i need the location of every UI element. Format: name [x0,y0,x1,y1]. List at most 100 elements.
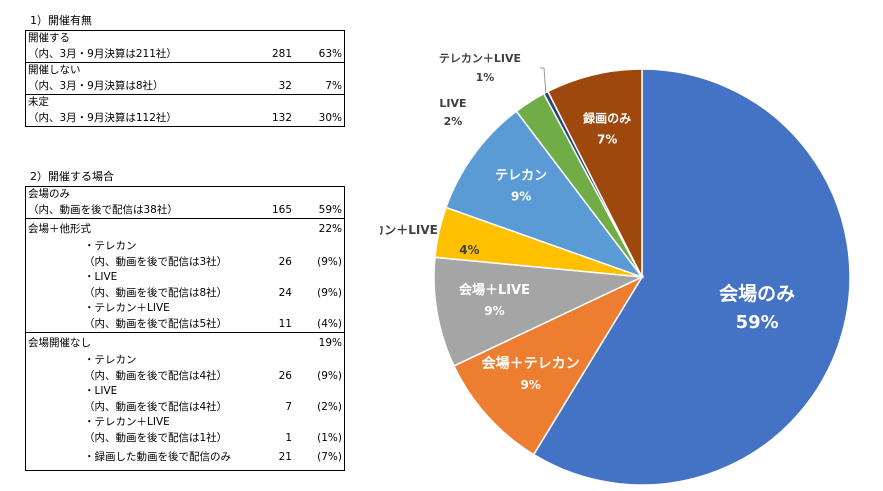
table-group-header: 会場＋他形式 22% [25,218,345,239]
table-subrow-label-count [256,270,294,286]
table-row-label: （内、動画を後で配信は38社） [28,203,178,216]
slice-label: 会場のみ [719,282,795,305]
table-subrow-pct: (7%) [317,451,342,463]
table-subrow-label: ・テレカン [26,239,345,255]
table-subrow-label: ・LIVE [26,270,345,286]
table-subrow-label-label: ・テレカン＋LIVE [84,416,170,428]
table-subrow-label: （内、動画を後で配信は4社） [84,400,228,413]
slice-pct: 4% [459,243,479,257]
table-subrow-label-count [256,301,294,317]
table-subrow-label-label: ・LIVE [84,271,118,283]
slice-label: 会場＋テレカン [482,355,580,372]
table-subrow-label-pct [294,353,345,369]
table-row: （内、3月・9月決算は211社） 281 63% [26,47,345,63]
table-row-label: （内、3月・9月決算は211社） [28,47,177,60]
table-subrow-label: （内、動画を後で配信は8社） [84,286,228,299]
table-subrow: （内、動画を後で配信は8社） 24 (9%) [26,286,345,302]
group-pct: 22% [294,218,345,239]
table-subrow-count: 21 [278,451,292,463]
table-row-header: 未定 [25,94,345,111]
pie-slice [445,110,645,279]
section1-title: 1）開催有無 [30,14,92,27]
table-subrow-label-pct [294,301,345,317]
slice-pct: 1% [476,71,495,84]
table-subrow-label-label: ・LIVE [84,385,118,397]
table-subrow-label-pct [294,415,345,431]
slice-pct: 7% [597,132,617,146]
table-subrow-label: （内、動画を後で配信は3社） [84,255,228,268]
table-subrow-label: ・テレカン [26,353,345,369]
format-table: 会場のみ （内、動画を後で配信は38社） 165 59% 会場＋他形式 22% ・テレカン （… [25,186,345,471]
table-subrow-count: 26 [278,255,292,268]
table-row-count: 32 [278,79,292,92]
slice-label: テレカン [495,169,547,184]
table-row: （内、3月・9月決算は8社） 32 7% [26,79,345,95]
table-subrow-pct: (1%) [317,431,342,444]
table-row-header-pct [294,186,345,203]
table-subrow: （内、動画を後で配信は1社） 1 (1%) [26,431,345,447]
table-subrow-label-pct [294,239,345,255]
table-row-pct: 59% [318,203,342,216]
table-row-pct: 7% [325,79,342,92]
table-subrow-label: ・録画した動画を後で配信のみ [84,451,231,463]
section2-title: 2）開催する場合 [30,170,114,183]
table-subrow-label: （内、動画を後で配信は5社） [84,317,228,330]
pie-chart: 会場のみ 59% 会場＋テレカン 9% 会場＋LIVE 9% 会場＋テレカン＋LIVE 4% テ… [380,52,851,486]
table-row-header: 会場のみ [25,186,345,203]
slice-pct: 59% [736,312,779,333]
table-row-header: 開催しない [25,62,345,79]
table-subrow-label: ・テレカン＋LIVE [26,301,345,317]
slice-pct: 2% [444,115,463,128]
table-subrow-label: （内、動画を後で配信は1社） [84,431,228,444]
table-subrow-label-pct [294,270,345,286]
slice-label: LIVE [439,97,466,110]
slice-label: 会場＋LIVE [459,282,530,298]
table-subrow: ・録画した動画を後で配信のみ 21 (7%) [26,450,345,466]
table-subrow-label: ・テレカン＋LIVE [26,415,345,431]
table-subrow-count: 1 [285,431,292,444]
group-label: 会場開催なし [25,332,256,353]
table-row-header: 開催する [25,30,345,47]
table-subrow-label-label: ・テレカン [84,354,137,366]
table-row-header-label: 開催する [25,30,256,47]
group-label: 会場＋他形式 [25,218,256,239]
hold-status-table: 開催する （内、3月・9月決算は211社） 281 63% 開催しない （内、3月・9月決… [25,30,345,127]
table-row-header-label: 会場のみ [25,186,256,203]
table-subrow-label-count [256,415,294,431]
pie-slice [452,275,644,456]
table-subrow-count: 11 [278,317,292,330]
slice-pct: 9% [484,304,504,318]
table-subrow-count: 7 [285,400,292,413]
table-subrow-pct: (9%) [317,255,342,268]
table-subrow: （内、動画を後で配信は5社） 11 (4%) [26,317,345,333]
table-row: （内、動画を後で配信は38社） 165 59% [26,203,345,219]
table-row-header-label: 開催しない [25,62,256,79]
table-row-header-count [256,30,294,47]
pie-slice [546,68,643,278]
slice-label: 会場＋テレカン＋LIVE [380,222,438,237]
table-group-header: 会場開催なし 19% [25,332,345,353]
table-subrow-count: 26 [278,369,292,382]
table-subrow-label-count [256,353,294,369]
table-subrow-pct: (9%) [317,369,342,382]
table-row: （内、3月・9月決算は112社） 132 30% [26,111,345,127]
table-subrow: （内、動画を後で配信は4社） 7 (2%) [26,400,345,416]
leader-line [540,67,547,93]
table-subrow-label-count [256,384,294,400]
table-subrow-label: ・LIVE [26,384,345,400]
slice-pct: 9% [520,378,540,392]
table-row-header-pct [294,62,345,79]
table-subrow-count: 24 [278,286,292,299]
table-subrow-pct: (2%) [317,400,342,413]
table-row-header-count [256,62,294,79]
slice-label: 録画のみ [583,110,631,125]
table-subrow-label-pct [294,384,345,400]
table-row-pct: 63% [318,47,342,60]
table-subrow-label-label: ・テレカン＋LIVE [84,302,170,314]
table-row-header-pct [294,94,345,111]
table-subrow-pct: (9%) [317,286,342,299]
table-subrow-label: （内、動画を後で配信は4社） [84,369,228,382]
table-subrow: （内、動画を後で配信は3社） 26 (9%) [26,255,345,271]
table-row-pct: 30% [318,111,342,124]
table-row-count: 132 [271,111,292,124]
